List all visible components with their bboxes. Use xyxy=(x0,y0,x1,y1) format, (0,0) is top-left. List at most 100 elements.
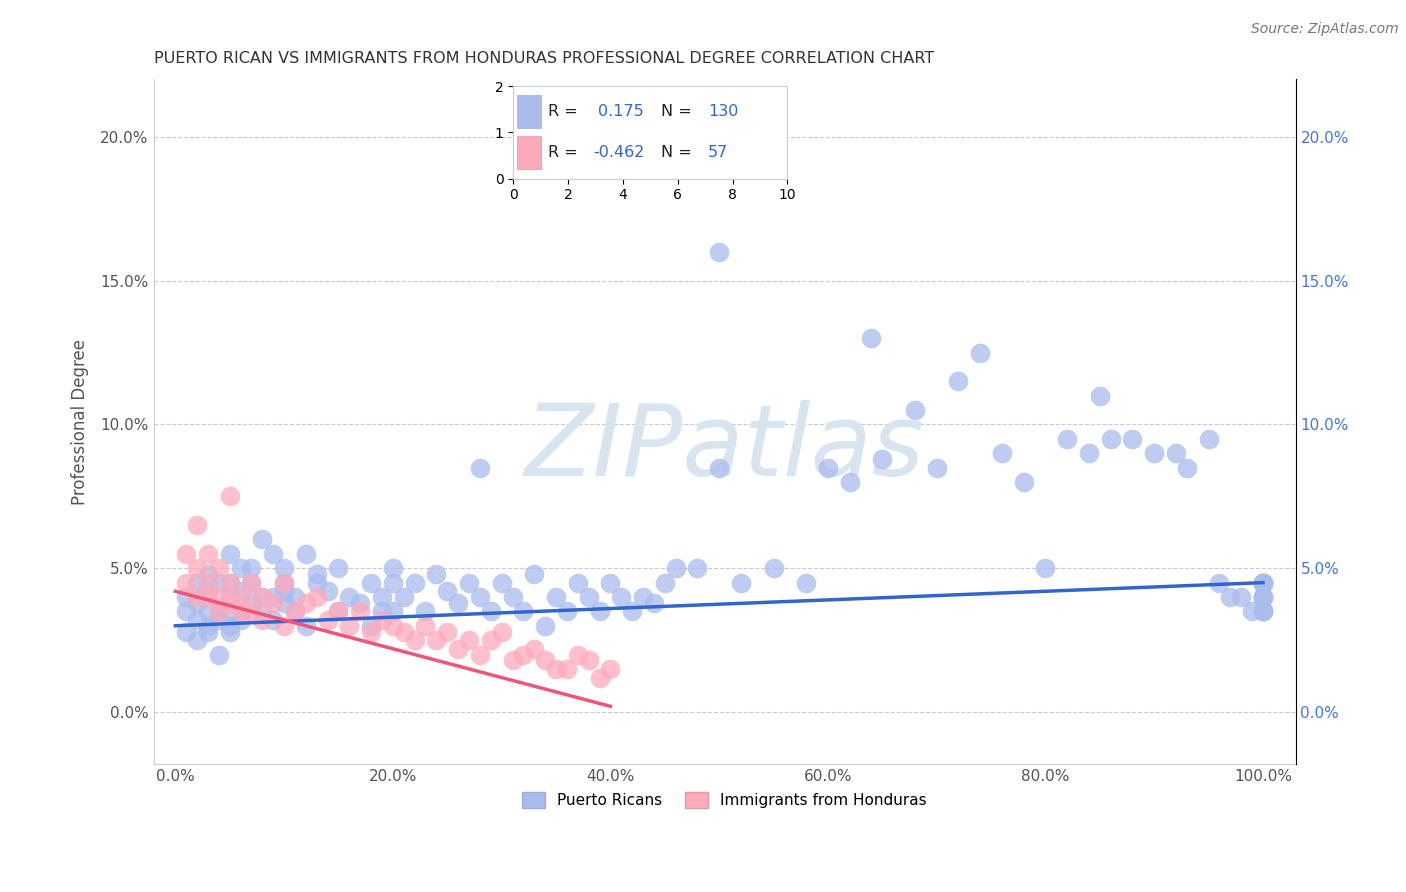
Point xyxy=(468,460,491,475)
Point xyxy=(425,633,447,648)
Point xyxy=(208,613,231,627)
Point xyxy=(337,619,360,633)
Point xyxy=(872,452,894,467)
Point xyxy=(252,590,274,604)
Point xyxy=(316,584,339,599)
Point xyxy=(468,590,491,604)
Point xyxy=(479,604,502,618)
Point xyxy=(523,567,546,582)
Point xyxy=(186,575,208,590)
Point xyxy=(1208,575,1230,590)
Point xyxy=(458,575,481,590)
Point xyxy=(197,547,219,561)
Point xyxy=(817,460,839,475)
Point xyxy=(1251,604,1274,618)
Point xyxy=(904,403,927,417)
Point xyxy=(415,619,437,633)
Point xyxy=(991,446,1014,460)
Point xyxy=(218,575,240,590)
Point xyxy=(295,596,318,610)
Point xyxy=(1251,604,1274,618)
Point xyxy=(610,590,633,604)
Point xyxy=(349,604,371,618)
Point xyxy=(197,575,219,590)
Point xyxy=(218,590,240,604)
Point xyxy=(273,619,295,633)
Point xyxy=(186,613,208,627)
Point xyxy=(544,590,567,604)
Point xyxy=(240,575,263,590)
Point xyxy=(208,648,231,662)
Point xyxy=(371,604,394,618)
Point xyxy=(273,575,295,590)
Point xyxy=(218,547,240,561)
Point xyxy=(229,604,252,618)
Point xyxy=(458,633,481,648)
Point xyxy=(1088,389,1111,403)
Point xyxy=(599,662,621,676)
Point xyxy=(381,604,404,618)
Point xyxy=(229,584,252,599)
Point xyxy=(174,547,197,561)
Point xyxy=(295,619,318,633)
Point xyxy=(208,590,231,604)
Point xyxy=(186,561,208,575)
Point xyxy=(305,575,328,590)
Point xyxy=(544,662,567,676)
Point xyxy=(1099,432,1122,446)
Point xyxy=(1012,475,1035,489)
Point xyxy=(252,604,274,618)
Point xyxy=(240,604,263,618)
Point xyxy=(229,561,252,575)
Point xyxy=(707,244,730,259)
Point xyxy=(436,584,458,599)
Point xyxy=(197,567,219,582)
Y-axis label: Professional Degree: Professional Degree xyxy=(72,339,89,505)
Point xyxy=(316,613,339,627)
Point xyxy=(360,575,382,590)
Point xyxy=(218,489,240,503)
Point xyxy=(425,567,447,582)
Point xyxy=(512,648,534,662)
Point xyxy=(262,590,284,604)
Point xyxy=(174,590,197,604)
Text: PUERTO RICAN VS IMMIGRANTS FROM HONDURAS PROFESSIONAL DEGREE CORRELATION CHART: PUERTO RICAN VS IMMIGRANTS FROM HONDURAS… xyxy=(153,51,934,66)
Point xyxy=(1251,590,1274,604)
Point xyxy=(1143,446,1166,460)
Point xyxy=(174,624,197,639)
Point xyxy=(240,561,263,575)
Point xyxy=(654,575,676,590)
Point xyxy=(707,460,730,475)
Point xyxy=(328,604,350,618)
Point xyxy=(1241,604,1264,618)
Point xyxy=(186,596,208,610)
Point xyxy=(208,575,231,590)
Point xyxy=(218,619,240,633)
Point xyxy=(262,613,284,627)
Point xyxy=(1251,575,1274,590)
Point xyxy=(284,604,307,618)
Legend: Puerto Ricans, Immigrants from Honduras: Puerto Ricans, Immigrants from Honduras xyxy=(516,786,934,814)
Point xyxy=(1251,575,1274,590)
Point xyxy=(567,575,589,590)
Point xyxy=(502,653,524,667)
Point xyxy=(273,561,295,575)
Point xyxy=(925,460,948,475)
Point xyxy=(588,671,610,685)
Point xyxy=(284,590,307,604)
Point xyxy=(305,567,328,582)
Point xyxy=(730,575,752,590)
Point xyxy=(523,641,546,656)
Point xyxy=(502,590,524,604)
Point xyxy=(447,641,470,656)
Point xyxy=(208,604,231,618)
Point xyxy=(1077,446,1099,460)
Point xyxy=(969,345,991,359)
Point xyxy=(491,575,513,590)
Point xyxy=(1056,432,1078,446)
Point xyxy=(305,590,328,604)
Point xyxy=(328,561,350,575)
Point xyxy=(381,575,404,590)
Point xyxy=(1251,590,1274,604)
Point xyxy=(1219,590,1241,604)
